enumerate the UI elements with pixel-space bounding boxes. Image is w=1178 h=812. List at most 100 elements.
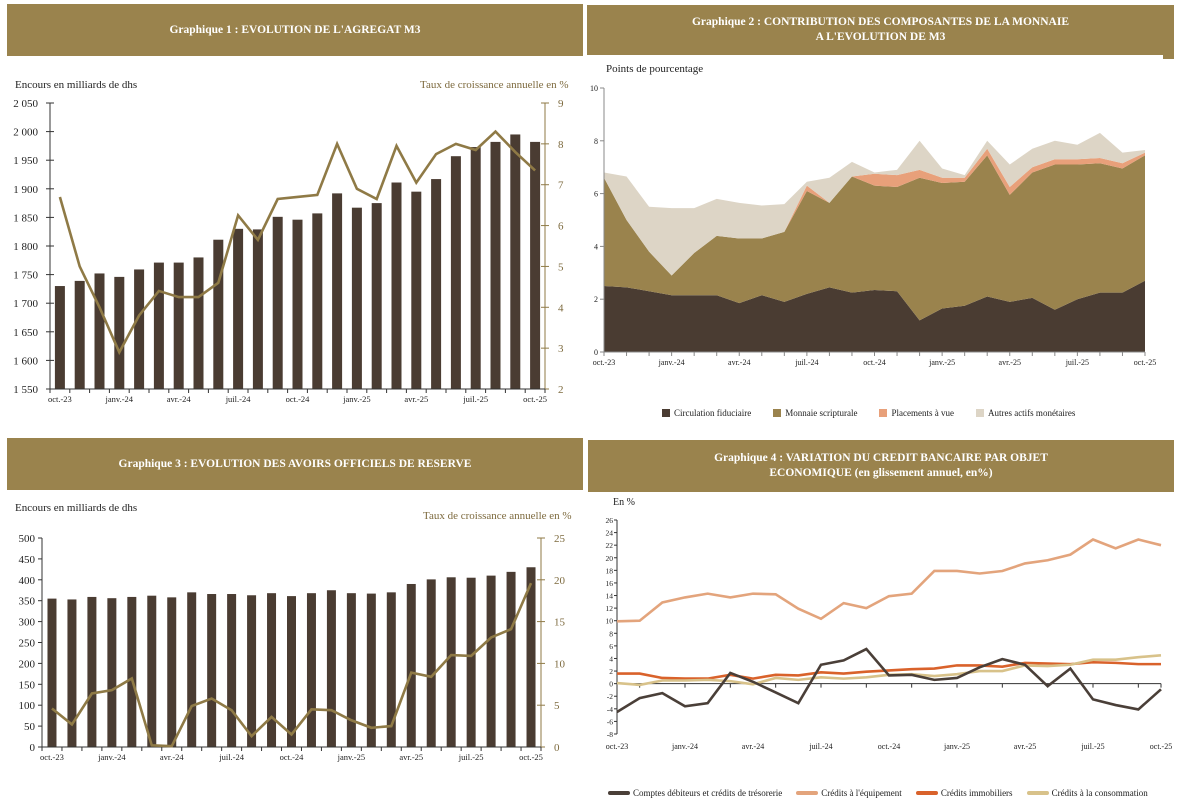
y-tick-label: 2 bbox=[594, 295, 598, 304]
y-tick-label: -4 bbox=[607, 705, 613, 714]
chart-3-title: Graphique 3 : EVOLUTION DES AVOIRS OFFIC… bbox=[118, 457, 472, 470]
bar-reserves bbox=[466, 577, 476, 747]
bar-m3 bbox=[213, 239, 224, 389]
chart-3-banner: Graphique 3 : EVOLUTION DES AVOIRS OFFIC… bbox=[7, 438, 583, 490]
bar-reserves bbox=[127, 596, 137, 747]
bar-reserves bbox=[207, 594, 217, 747]
bar-m3 bbox=[252, 229, 263, 389]
y-tick-label: 14 bbox=[606, 592, 614, 601]
legend-swatch bbox=[662, 409, 670, 417]
bar-m3 bbox=[292, 219, 303, 389]
bar-m3 bbox=[431, 179, 442, 389]
x-tick-label: oct.-23 bbox=[606, 742, 628, 751]
x-tick-label: oct.-25 bbox=[1134, 358, 1156, 367]
bar-reserves bbox=[267, 593, 277, 747]
bar-m3 bbox=[54, 286, 65, 389]
y2-tick-label: 2 bbox=[558, 384, 564, 396]
bar-reserves bbox=[386, 592, 396, 747]
bar-reserves bbox=[167, 597, 177, 747]
bar-m3 bbox=[312, 213, 323, 389]
legend-item: Comptes débiteurs et crédits de trésorer… bbox=[608, 788, 782, 798]
bar-reserves bbox=[446, 577, 456, 747]
y-tick-label: 1 900 bbox=[13, 184, 38, 196]
bar-m3 bbox=[450, 156, 461, 389]
y-tick-label: 4 bbox=[609, 654, 613, 663]
chart-2-title-line-1: Graphique 2 : CONTRIBUTION DES COMPOSANT… bbox=[691, 16, 1069, 28]
y-tick-label: 1 700 bbox=[13, 298, 38, 310]
bar-m3 bbox=[411, 191, 422, 389]
y-tick-label: 0 bbox=[594, 348, 598, 357]
y-tick-label: 0 bbox=[609, 680, 613, 689]
chart-3-left-axis-label: Encours en milliards de dhs bbox=[15, 502, 138, 514]
y2-tick-label: 15 bbox=[554, 617, 566, 629]
y-tick-label: -6 bbox=[607, 717, 613, 726]
x-tick-label: oct.-24 bbox=[863, 358, 885, 367]
chart-1-title: Graphique 1 : EVOLUTION DE L'AGREGAT M3 bbox=[169, 23, 421, 36]
y2-tick-label: 8 bbox=[558, 139, 564, 151]
y-tick-label: 16 bbox=[606, 579, 614, 588]
bar-m3 bbox=[332, 193, 343, 389]
bar-m3 bbox=[173, 262, 184, 389]
bar-reserves bbox=[346, 593, 356, 747]
y-tick-label: 2 050 bbox=[13, 98, 38, 110]
legend-label: Circulation fiduciaire bbox=[674, 408, 752, 418]
legend-item: Circulation fiduciaire bbox=[662, 408, 751, 418]
legend-item: Autres actifs monétaires bbox=[975, 408, 1076, 418]
y2-tick-label: 3 bbox=[558, 343, 564, 355]
legend-label: Crédits à l'équipement bbox=[821, 788, 902, 798]
y2-tick-label: 25 bbox=[554, 533, 566, 545]
bar-reserves bbox=[406, 583, 416, 747]
x-tick-label: avr.-24 bbox=[160, 752, 185, 762]
area-circulation-fiduciaire bbox=[604, 280, 1145, 352]
x-tick-label: avr.-25 bbox=[1014, 742, 1036, 751]
chart-1-banner: Graphique 1 : EVOLUTION DE L'AGREGAT M3 bbox=[7, 4, 583, 56]
chart-3-plot: 0 50 100 150 200 250 300 350 400 450 500 0 5 10 15 20 25… bbox=[19, 533, 566, 762]
x-tick-label: janv.-25 bbox=[342, 394, 371, 404]
y-tick-label: 8 bbox=[594, 137, 598, 146]
x-tick-label: juil.-25 bbox=[462, 394, 488, 404]
x-tick-label: juil.-25 bbox=[1065, 358, 1089, 367]
x-tick-label: oct.-25 bbox=[1150, 742, 1172, 751]
legend-label: Autres actifs monétaires bbox=[987, 408, 1076, 418]
x-tick-label: oct.-23 bbox=[40, 752, 64, 762]
y2-tick-label: 5 bbox=[554, 700, 560, 712]
y-tick-label: 26 bbox=[606, 516, 614, 525]
x-tick-label: oct.-25 bbox=[523, 394, 547, 404]
bar-reserves bbox=[67, 599, 77, 747]
legend-label: Crédits à la consommation bbox=[1051, 788, 1148, 798]
y-tick-label: -2 bbox=[607, 692, 613, 701]
bar-reserves bbox=[227, 594, 237, 747]
x-tick-label: oct.-23 bbox=[593, 358, 615, 367]
line-growth-rate bbox=[58, 129, 536, 356]
legend-swatch bbox=[773, 409, 782, 417]
legend-label: Crédits immobiliers bbox=[940, 788, 1013, 798]
x-tick-label: juil.-25 bbox=[1080, 742, 1104, 751]
chart-2-banner-tab bbox=[1163, 55, 1174, 59]
y-tick-label: 10 bbox=[590, 84, 598, 93]
y-tick-label: 12 bbox=[606, 604, 614, 613]
bar-reserves bbox=[187, 592, 197, 747]
legend-line-swatch bbox=[1026, 791, 1049, 795]
x-tick-label: janv.-24 bbox=[97, 752, 126, 762]
bar-m3 bbox=[510, 134, 521, 389]
bar-m3 bbox=[193, 257, 204, 389]
bar-m3 bbox=[391, 182, 402, 389]
y-tick-label: 150 bbox=[19, 679, 36, 691]
y-tick-label: -8 bbox=[607, 730, 613, 739]
bar-m3 bbox=[530, 141, 541, 389]
legend-item: Crédits à la consommation bbox=[1026, 788, 1148, 798]
x-tick-label: janv.-25 bbox=[943, 742, 970, 751]
y-tick-label: 50 bbox=[24, 721, 36, 733]
x-tick-label: avr.-25 bbox=[399, 752, 423, 762]
y-tick-label: 1 650 bbox=[13, 327, 38, 339]
chart-2-title-line-2: A L'EVOLUTION DE M3 bbox=[815, 31, 946, 43]
y-tick-label: 400 bbox=[19, 575, 36, 587]
legend-swatch bbox=[975, 409, 984, 417]
bar-m3 bbox=[153, 262, 164, 389]
x-tick-label: avr.-24 bbox=[728, 358, 750, 367]
y2-tick-label: 10 bbox=[554, 658, 566, 670]
legend-swatch bbox=[879, 409, 888, 417]
y2-tick-label: 0 bbox=[554, 742, 560, 754]
bar-reserves bbox=[486, 575, 496, 747]
